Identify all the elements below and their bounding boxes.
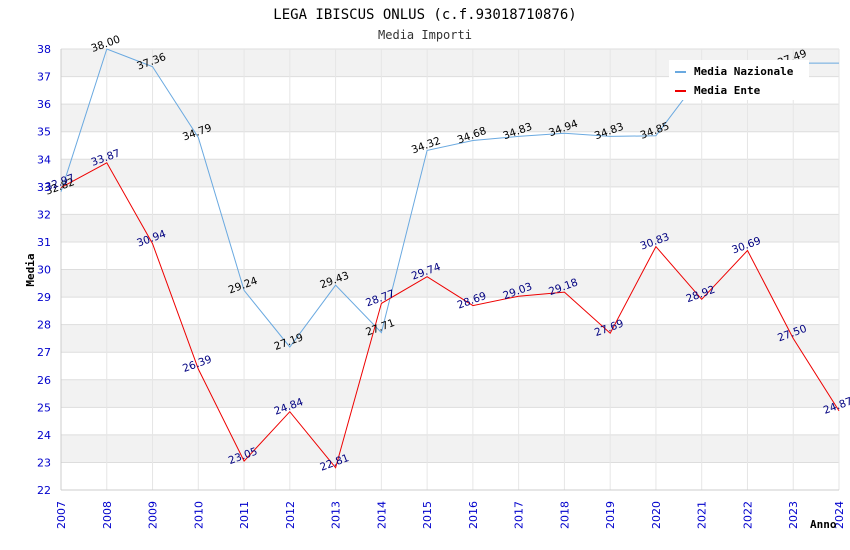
y-tick-label: 23	[37, 456, 51, 469]
x-tick-label: 2012	[284, 501, 297, 529]
y-tick-label: 35	[37, 126, 51, 139]
y-tick-label: 26	[37, 374, 51, 387]
x-axis-label: Anno	[810, 518, 837, 531]
x-tick-label: 2022	[741, 501, 754, 529]
y-tick-label: 27	[37, 346, 51, 359]
plot-band	[61, 352, 839, 380]
series-line-ente	[60, 162, 840, 469]
x-tick-label: 2018	[558, 501, 571, 529]
x-tick-label: 2016	[467, 501, 480, 529]
x-tick-label: 2014	[375, 501, 388, 529]
plot-band	[61, 407, 839, 435]
x-tick-label: 2013	[330, 501, 343, 529]
x-tick-label: 2019	[604, 501, 617, 529]
x-tick-label: 2021	[696, 501, 709, 529]
y-tick-label: 33	[37, 181, 51, 194]
chart-subtitle: Media Importi	[378, 28, 472, 42]
plot-band	[61, 297, 839, 325]
y-tick-label: 28	[37, 319, 51, 332]
legend-label-ente: Media Ente	[694, 84, 761, 97]
x-tick-label: 2007	[55, 501, 68, 529]
x-tick-label: 2024	[833, 501, 846, 529]
plot-band	[61, 241, 839, 270]
plot-band	[61, 434, 839, 463]
x-tick-label: 2017	[513, 501, 526, 529]
x-tick-label: 2015	[421, 501, 434, 529]
x-tick-label: 2009	[147, 501, 160, 529]
x-tick-label: 2020	[650, 501, 663, 529]
y-tick-label: 24	[37, 429, 51, 442]
plot-band	[61, 269, 839, 298]
y-tick-label: 25	[37, 401, 51, 414]
y-tick-label: 30	[37, 264, 51, 277]
y-axis-label: Media	[24, 253, 37, 286]
y-tick-label: 34	[37, 153, 51, 166]
x-tick-label: 2023	[787, 501, 800, 529]
plot-band	[61, 104, 839, 132]
y-tick-label: 32	[37, 208, 51, 221]
plot-gridlines	[60, 48, 840, 491]
x-tick-label: 2010	[192, 501, 205, 529]
y-tick-label: 36	[37, 98, 51, 111]
plot-band	[61, 462, 839, 490]
x-tick-label: 2008	[101, 501, 114, 529]
legend-background	[669, 60, 809, 100]
legend: Media Nazionale Media Ente	[669, 60, 809, 100]
plot-band	[61, 186, 839, 215]
plot-band	[61, 214, 839, 242]
y-tick-label: 37	[37, 71, 51, 84]
y-tick-label: 22	[37, 484, 51, 497]
legend-label-nazionale: Media Nazionale	[694, 65, 794, 78]
plot-band	[61, 324, 839, 353]
plot-band	[61, 379, 839, 408]
chart-title: LEGA IBISCUS ONLUS (c.f.93018710876)	[273, 7, 576, 23]
plot-band	[61, 159, 839, 187]
y-tick-label: 38	[37, 43, 51, 56]
y-tick-label: 29	[37, 291, 51, 304]
x-tick-label: 2011	[238, 501, 251, 529]
plot-background-bands	[61, 49, 839, 490]
x-axis-ticks: 2007 2008 2009 2010 2011 2012 2013 2014 2015 2016…	[55, 501, 846, 529]
y-axis-ticks: 22 23 24 25 26 27 28 29 30 31 32 33 34 35 36 37 38	[37, 43, 51, 497]
y-tick-label: 31	[37, 236, 51, 249]
